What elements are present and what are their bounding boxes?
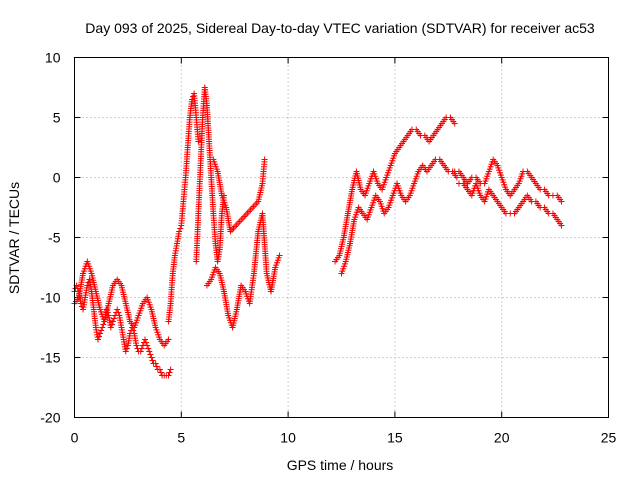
- data-point-interp: [96, 333, 103, 340]
- x-tick-label: 5: [177, 430, 185, 446]
- data-point: [144, 342, 151, 349]
- data-points: [71, 84, 565, 379]
- data-point-interp: [177, 225, 184, 232]
- data-point: [152, 360, 159, 367]
- x-tick-label: 15: [387, 430, 403, 446]
- data-point: [451, 120, 458, 127]
- data-point: [165, 372, 172, 379]
- x-tick-label: 0: [71, 430, 79, 446]
- y-tick-label: 0: [53, 170, 61, 186]
- data-point: [276, 252, 283, 259]
- x-tick-label: 20: [494, 430, 510, 446]
- data-point-interp: [166, 369, 173, 376]
- data-point: [94, 336, 101, 343]
- y-axis-label: SDTVAR / TECUs: [6, 182, 22, 294]
- data-point: [188, 96, 195, 103]
- x-axis-label: GPS time / hours: [287, 457, 394, 473]
- data-point-interp: [143, 339, 150, 346]
- data-point: [261, 156, 268, 163]
- y-tick-label: -15: [40, 350, 60, 366]
- data-point-interp: [158, 369, 165, 376]
- data-point-interp: [111, 315, 118, 322]
- x-tick-label: 10: [280, 430, 296, 446]
- y-tick-label: 5: [53, 110, 61, 126]
- tick-labels: 0 5 10 15 20 25 -20 -15 -10 -5 0 5 10: [40, 50, 616, 446]
- data-point: [558, 198, 565, 205]
- data-point: [109, 318, 116, 325]
- data-point: [156, 366, 163, 373]
- y-tick-label: -20: [40, 410, 60, 426]
- data-point: [146, 348, 153, 355]
- y-tick-label: -5: [48, 230, 61, 246]
- plot-frame: [74, 57, 609, 418]
- data-point: [77, 300, 84, 307]
- data-point-interp: [138, 345, 145, 352]
- data-point: [167, 366, 174, 373]
- y-tick-label: -10: [40, 290, 60, 306]
- data-point-interp: [147, 351, 154, 358]
- data-point-interp: [153, 363, 160, 370]
- x-tick-label: 25: [601, 430, 617, 446]
- data-point: [148, 354, 155, 361]
- data-point-interp: [149, 357, 156, 364]
- data-point: [107, 324, 114, 331]
- data-point-interp: [108, 321, 115, 328]
- data-point-interp: [123, 345, 130, 352]
- data-point: [137, 348, 144, 355]
- data-point: [133, 342, 140, 349]
- data-point: [165, 336, 172, 343]
- data-point: [114, 306, 121, 313]
- data-point: [558, 222, 565, 229]
- y-tick-label: 10: [45, 50, 61, 66]
- data-point-interp: [98, 327, 105, 334]
- data-point: [141, 336, 148, 343]
- data-point-interp: [115, 309, 122, 316]
- data-point-interp: [100, 321, 107, 328]
- data-point: [99, 324, 106, 331]
- data-point: [176, 228, 183, 235]
- data-point-interp: [145, 345, 152, 352]
- grid-lines: [74, 57, 609, 418]
- data-point: [122, 348, 129, 355]
- chart-title: Day 093 of 2025, Sidereal Day-to-day VTE…: [85, 20, 595, 36]
- data-point: [453, 174, 460, 181]
- data-point: [195, 138, 202, 145]
- data-point: [84, 282, 91, 289]
- data-point: [97, 330, 104, 337]
